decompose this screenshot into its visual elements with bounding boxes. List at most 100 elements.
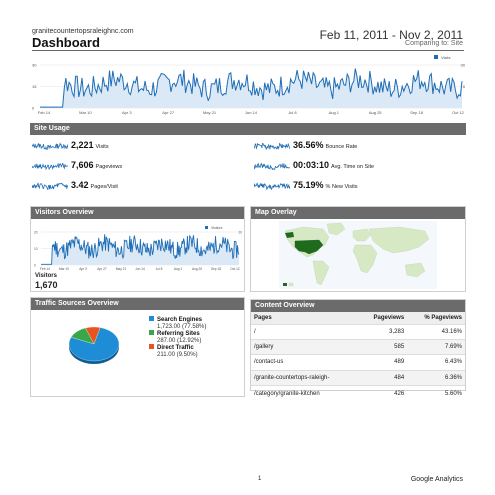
date-range[interactable]: Feb 11, 2011 - Nov 2, 2011 [319, 28, 463, 42]
visits-sparkline [32, 141, 68, 150]
traffic-sources-header: Traffic Sources Overview [31, 298, 244, 310]
page-link[interactable]: /category/granite-kitchen [251, 385, 359, 401]
site-name: granitecountertopsraleighnc.com [32, 28, 134, 35]
table-row[interactable]: /category/granite-kitchen 426 5.60% [251, 385, 465, 401]
visitors-x-tick: Apr 3 [79, 267, 87, 271]
page-link[interactable]: /contact-us [251, 354, 359, 371]
visitors-y-tick-right: 20 [238, 231, 242, 235]
visits-y-tick-left: 15 [32, 84, 37, 89]
traffic-item-referring[interactable]: Referring Sites 287.00 (12.92%) [149, 330, 244, 344]
visits-x-tick: Aug 25 [369, 110, 382, 115]
visits-legend: Visits [434, 55, 450, 60]
visitors-x-tick: Oct 12 [230, 267, 240, 271]
visitors-total-value: 1,670 [35, 280, 58, 290]
map-europe [352, 228, 372, 242]
visits-y-tick-right: 15 [461, 84, 466, 89]
visits-x-tick: Apr 27 [162, 110, 175, 115]
metric-pages-per-visit[interactable]: 3.42 Pages/Visit [32, 180, 118, 190]
visits-x-tick: Jul 8 [288, 110, 297, 115]
page-number: 1 [258, 476, 262, 482]
google-analytics-brand: Google Analytics [410, 476, 463, 483]
comparison-label: Comparing to: Site [405, 40, 463, 47]
visits-x-tick: Aug 1 [329, 110, 340, 115]
visits-x-tick: Jun 14 [245, 110, 258, 115]
pageviews-sparkline [32, 162, 68, 170]
site-usage-header: Site Usage [30, 123, 466, 135]
page-title: Dashboard [32, 35, 100, 50]
content-table: Pages Pageviews % Pageviews / 3,283 43.1… [251, 312, 465, 401]
traffic-legend: Search Engines 1,723.00 (77.58%) Referri… [149, 316, 244, 358]
traffic-pie-chart [68, 326, 120, 364]
avg-time-sparkline [254, 162, 290, 170]
col-pct-pageviews[interactable]: % Pageviews [407, 312, 465, 324]
content-overview-panel: Content Overview Pages Pageviews % Pagev… [250, 299, 466, 401]
map-scale-high [283, 283, 287, 286]
table-row[interactable]: /gallery 585 7.69% [251, 338, 465, 355]
traffic-item-direct[interactable]: Direct Traffic 211.00 (9.50%) [149, 344, 244, 358]
visitors-overview-header: Visitors Overview [31, 207, 244, 219]
traffic-item-search[interactable]: Search Engines 1,723.00 (77.58%) [149, 316, 244, 330]
visitors-x-tick: Aug 25 [192, 267, 202, 271]
direct-swatch [149, 344, 154, 349]
map-alaska-highlight [285, 232, 294, 238]
content-overview-header: Content Overview [251, 300, 465, 312]
visits-y-tick-left: 0 [32, 106, 35, 111]
visits-x-tick: May 21 [203, 110, 217, 115]
new-visits-sparkline [254, 181, 290, 190]
map-africa [352, 244, 378, 274]
map-overlay-header: Map Overlay [251, 207, 465, 219]
title-divider [32, 50, 464, 51]
visits-x-tick: Mar 10 [79, 110, 92, 115]
visits-x-tick: Feb 14 [38, 110, 51, 115]
visits-y-tick-left: 30 [32, 63, 37, 68]
page-link[interactable]: /gallery [251, 338, 359, 355]
visitors-overview-panel: Visitors Overview 20 10 0 20 Visitors Feb … [30, 206, 245, 292]
visits-x-tick: Apr 3 [122, 110, 132, 115]
pages-per-visit-sparkline [32, 182, 68, 190]
visitors-x-tick: Jul 8 [156, 267, 163, 271]
page-link[interactable]: / [251, 323, 359, 340]
bounce-rate-sparkline [254, 142, 290, 150]
visitors-total-label: Visitors [35, 273, 57, 279]
map-asia [368, 226, 430, 254]
visitors-legend-label: Visitors [211, 226, 223, 230]
map-australia [404, 262, 426, 278]
map-greenland [326, 222, 346, 236]
map-south-america [312, 260, 330, 286]
visitors-chart: 20 10 0 20 Visitors Feb 14 Mar 10 Apr 3 Apr 2… [34, 226, 242, 271]
visits-x-tick: Oct 12 [452, 110, 465, 115]
col-pages[interactable]: Pages [251, 312, 359, 324]
metric-bounce-rate[interactable]: 36.56% Bounce Rate [254, 140, 357, 150]
visitors-y-tick-left: 10 [34, 247, 38, 251]
referring-swatch [149, 330, 154, 335]
table-row[interactable]: /granite-countertops-raleigh- 484 6.36% [251, 369, 465, 386]
map-overlay-panel: Map Overlay [250, 206, 466, 292]
visitors-x-tick: Aug 1 [174, 267, 183, 271]
col-pageviews[interactable]: Pageviews [358, 312, 408, 324]
visitors-x-tick: Feb 14 [40, 267, 50, 271]
visitors-x-tick: Mar 10 [59, 267, 69, 271]
visitors-x-tick: May 21 [116, 267, 127, 271]
visitors-legend: Visitors [205, 226, 223, 230]
visitors-x-tick: Apr 27 [97, 267, 107, 271]
search-swatch [149, 316, 154, 321]
map-scale-low [288, 282, 294, 287]
visits-chart: 30 15 0 30 15 Visits Feb 14 Mar 10 Apr 3 Apr 2… [32, 55, 466, 115]
visitors-y-tick-left: 20 [34, 231, 38, 235]
visits-y-tick-right: 30 [461, 63, 466, 68]
visitors-x-tick: Sep 18 [211, 267, 221, 271]
map-united-states-highlight [294, 239, 324, 255]
pie-slice-2 [85, 326, 101, 345]
metric-pageviews[interactable]: 7,606 Pageviews [32, 160, 122, 170]
visitors-x-tick: Jun 14 [135, 267, 145, 271]
metric-new-visits[interactable]: 75.19%% New Visits [254, 180, 358, 190]
metric-visits[interactable]: 2,221 Visits [32, 140, 109, 150]
world-map[interactable] [279, 221, 437, 289]
visits-x-tick: Sep 18 [410, 110, 423, 115]
visits-legend-label: Visits [441, 55, 450, 60]
visitors-y-tick-left: 0 [34, 264, 36, 268]
metric-avg-time[interactable]: 00:03:10 Avg. Time on Site [254, 160, 374, 170]
table-row[interactable]: /contact-us 489 6.43% [251, 354, 465, 371]
page-link[interactable]: /granite-countertops-raleigh- [251, 369, 359, 386]
table-row[interactable]: / 3,283 43.16% [251, 323, 465, 340]
